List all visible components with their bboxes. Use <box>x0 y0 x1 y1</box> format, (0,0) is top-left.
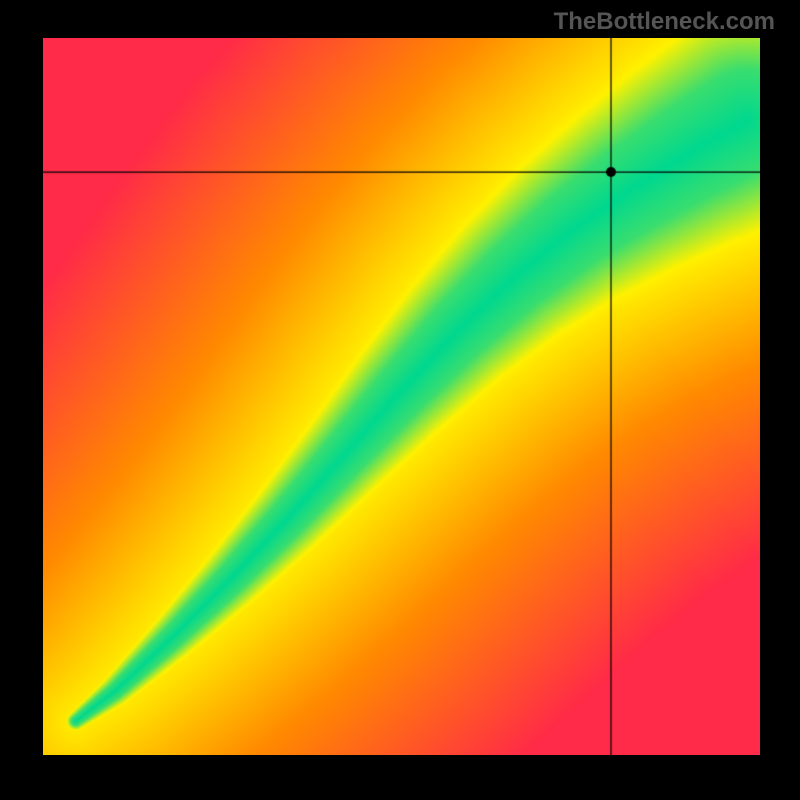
watermark-text: TheBottleneck.com <box>554 8 775 36</box>
chart-container: TheBottleneck.com <box>0 0 800 800</box>
bottleneck-heatmap <box>43 38 760 755</box>
